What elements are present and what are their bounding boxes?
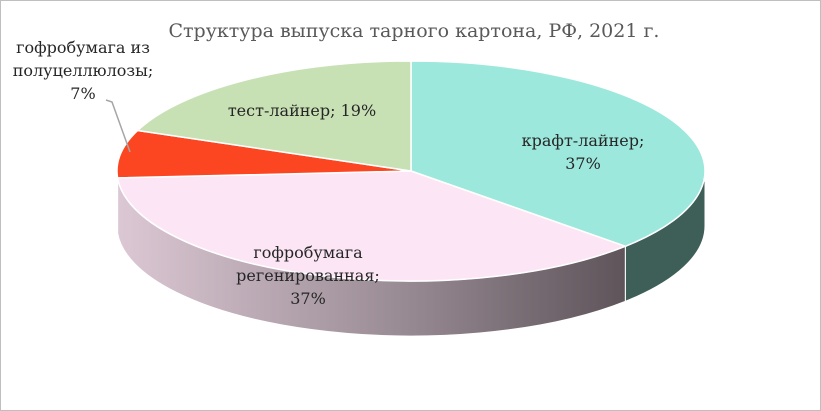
slice-label-гофробумага-регенированная: гофробумага регенированная; 37% bbox=[236, 243, 380, 308]
pie-slice-гофробумага-регенированная bbox=[116, 170, 628, 282]
slice-label-крафт-лайнер: крафт-лайнер; 37% bbox=[522, 131, 645, 173]
leader-line-polucellulose bbox=[105, 99, 131, 153]
pie-slice-гофробумага-из-полуцеллюлозы bbox=[116, 129, 412, 179]
slice-label-гофробумага-из-полуцеллюлозы: гофробумага из полуцеллюлозы; 7% bbox=[13, 38, 154, 103]
pie-slice-тест-лайнер bbox=[136, 60, 412, 172]
pie-slice-крафт-лайнер bbox=[410, 60, 706, 248]
slice-label-тест-лайнер: тест-лайнер; 19% bbox=[228, 101, 376, 120]
chart-title: Структура выпуска тарного картона, РФ, 2… bbox=[169, 20, 660, 42]
